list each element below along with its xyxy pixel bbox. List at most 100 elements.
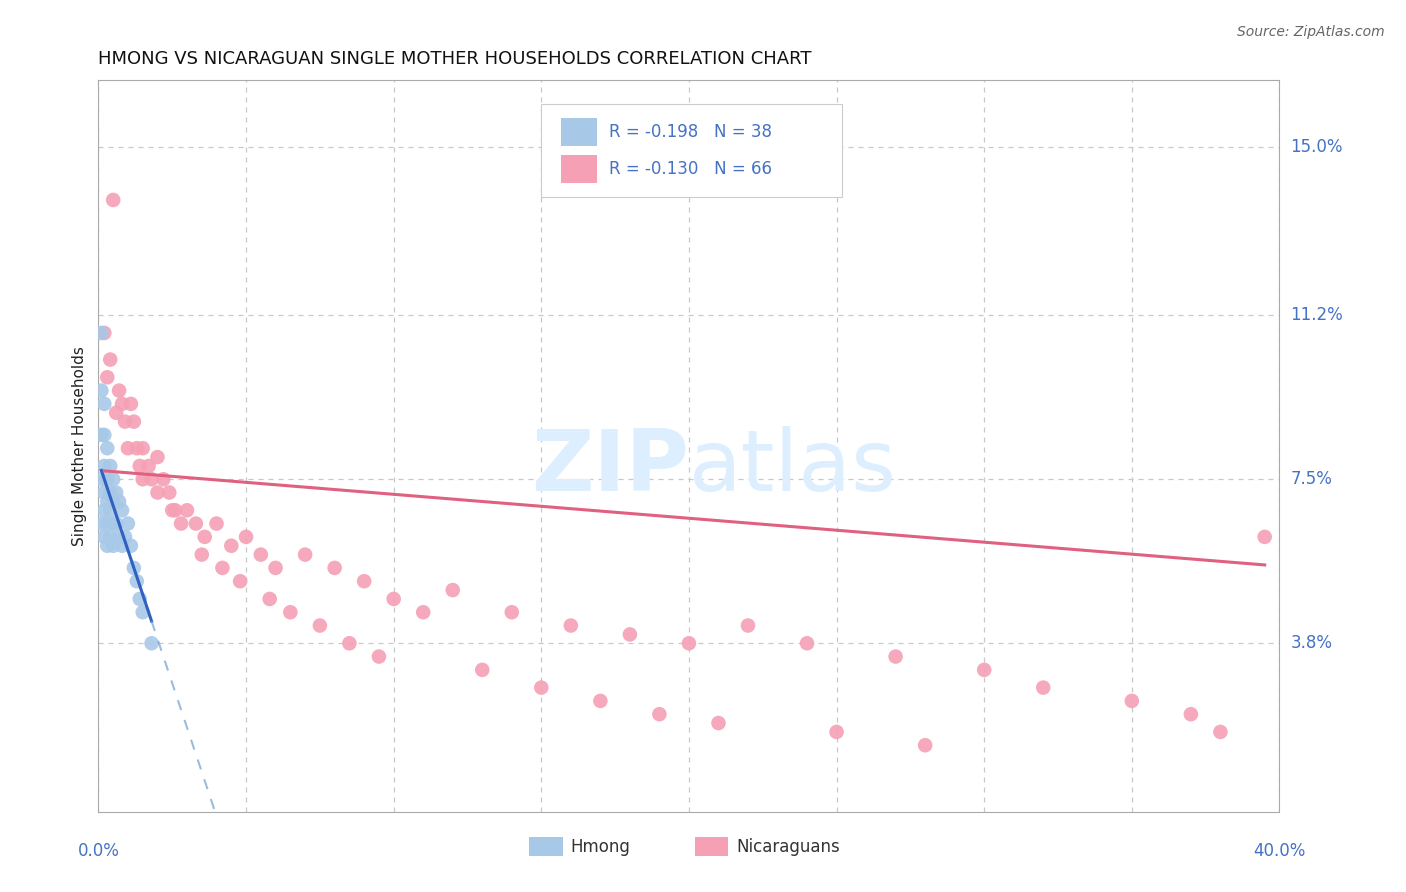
Point <box>90 516 112 531</box>
Point <box>132 441 155 455</box>
Point <box>111 503 134 517</box>
Point <box>120 397 142 411</box>
Point <box>132 472 155 486</box>
FancyBboxPatch shape <box>695 838 728 855</box>
Text: 7.5%: 7.5% <box>1291 470 1333 488</box>
Point <box>128 591 150 606</box>
Text: 3.8%: 3.8% <box>1291 634 1333 652</box>
Point <box>441 583 464 598</box>
Point <box>96 494 118 508</box>
Point <box>259 591 281 606</box>
FancyBboxPatch shape <box>561 155 596 183</box>
Point <box>825 725 848 739</box>
Point <box>1209 725 1232 739</box>
Point <box>229 574 252 589</box>
Point <box>93 530 115 544</box>
Point <box>90 428 112 442</box>
Point <box>157 485 180 500</box>
Point <box>530 681 553 695</box>
Point <box>93 428 115 442</box>
Point <box>353 574 375 589</box>
Point <box>122 561 145 575</box>
Point <box>1121 694 1143 708</box>
Point <box>323 561 346 575</box>
Point <box>108 494 131 508</box>
FancyBboxPatch shape <box>541 103 842 197</box>
Point <box>1254 530 1277 544</box>
Point <box>93 326 115 340</box>
Point <box>105 485 128 500</box>
Point <box>117 441 139 455</box>
Point <box>914 738 936 752</box>
Point <box>678 636 700 650</box>
FancyBboxPatch shape <box>561 119 596 146</box>
Text: atlas: atlas <box>689 426 897 509</box>
Point <box>471 663 494 677</box>
Text: HMONG VS NICARAGUAN SINGLE MOTHER HOUSEHOLDS CORRELATION CHART: HMONG VS NICARAGUAN SINGLE MOTHER HOUSEH… <box>98 50 811 68</box>
Point <box>96 472 118 486</box>
Text: 40.0%: 40.0% <box>1253 842 1306 860</box>
Text: 15.0%: 15.0% <box>1291 137 1343 156</box>
Point <box>501 605 523 619</box>
Point <box>103 516 125 531</box>
Point <box>294 548 316 562</box>
Point <box>250 548 273 562</box>
Text: Nicaraguans: Nicaraguans <box>737 838 839 855</box>
Point <box>589 694 612 708</box>
Point <box>96 516 118 531</box>
Point <box>93 503 115 517</box>
Point <box>108 384 131 398</box>
Point <box>339 636 361 650</box>
Point <box>90 384 112 398</box>
Text: R = -0.198   N = 38: R = -0.198 N = 38 <box>609 123 772 141</box>
Point <box>146 450 169 464</box>
Point <box>560 618 582 632</box>
Point <box>93 397 115 411</box>
Point <box>98 352 121 367</box>
Point <box>103 539 125 553</box>
Point <box>96 539 118 553</box>
Point <box>117 516 139 531</box>
Point <box>165 503 187 517</box>
Point <box>138 458 160 473</box>
Point <box>648 707 671 722</box>
FancyBboxPatch shape <box>530 838 562 855</box>
Point <box>125 441 148 455</box>
Point <box>194 530 217 544</box>
Point <box>128 458 150 473</box>
Point <box>191 548 214 562</box>
Point <box>152 472 174 486</box>
Point <box>93 458 115 473</box>
Point <box>132 605 155 619</box>
Point <box>111 397 134 411</box>
Point <box>98 458 121 473</box>
Point <box>125 574 148 589</box>
Point <box>146 485 169 500</box>
Point <box>280 605 302 619</box>
Point <box>114 415 136 429</box>
Point <box>141 636 163 650</box>
Point <box>205 516 228 531</box>
Point <box>93 485 115 500</box>
Point <box>619 627 641 641</box>
Point <box>309 618 332 632</box>
Point <box>98 530 121 544</box>
Point <box>368 649 391 664</box>
Point <box>114 530 136 544</box>
Point <box>90 472 112 486</box>
Text: Source: ZipAtlas.com: Source: ZipAtlas.com <box>1237 25 1385 39</box>
Point <box>120 539 142 553</box>
Point <box>98 485 121 500</box>
Point <box>884 649 907 664</box>
Point <box>108 530 131 544</box>
Text: ZIP: ZIP <box>531 426 689 509</box>
Point <box>103 494 125 508</box>
Point <box>90 326 112 340</box>
Point <box>382 591 405 606</box>
Point <box>98 503 121 517</box>
Point <box>141 472 163 486</box>
Y-axis label: Single Mother Households: Single Mother Households <box>72 346 87 546</box>
Point <box>105 406 128 420</box>
Point <box>1180 707 1202 722</box>
Point <box>96 441 118 455</box>
